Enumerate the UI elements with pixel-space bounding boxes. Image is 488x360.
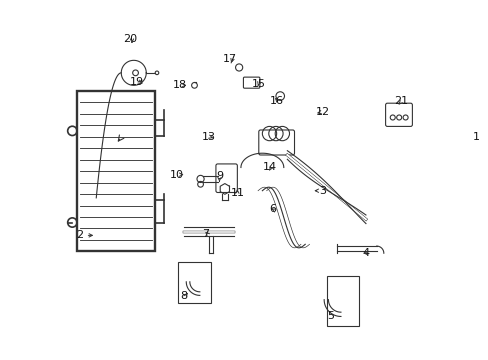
Text: 20: 20 (123, 34, 137, 44)
Text: 6: 6 (269, 203, 276, 213)
Text: 11: 11 (230, 188, 244, 198)
Text: 21: 21 (394, 96, 408, 107)
Text: 1: 1 (472, 132, 479, 142)
Text: 9: 9 (216, 171, 223, 181)
Bar (77, 91, 155, 251)
Text: 2: 2 (77, 230, 83, 240)
Text: 8: 8 (180, 291, 187, 301)
Text: 18: 18 (173, 80, 187, 90)
Text: 14: 14 (262, 162, 276, 172)
Text: 10: 10 (169, 170, 183, 180)
Text: 3: 3 (319, 186, 326, 196)
Text: 5: 5 (326, 311, 333, 321)
Text: 4: 4 (362, 248, 369, 258)
Text: 16: 16 (269, 96, 283, 107)
Text: 15: 15 (251, 78, 265, 89)
Bar (178, 262, 210, 303)
Text: 7: 7 (201, 229, 208, 239)
Text: 19: 19 (130, 77, 144, 87)
Text: 17: 17 (223, 54, 237, 64)
Text: 13: 13 (202, 132, 215, 142)
Bar (326, 276, 358, 327)
Text: 12: 12 (315, 107, 329, 117)
